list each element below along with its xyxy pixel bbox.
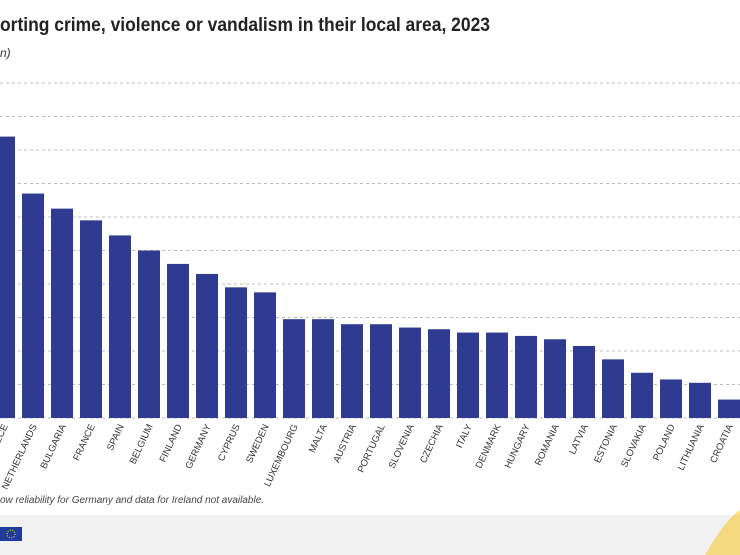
bar (573, 345, 595, 418)
bar (341, 324, 363, 418)
bar (312, 319, 334, 418)
x-tick-label: BULGARIA (38, 422, 69, 471)
eu-stars (6, 529, 16, 539)
corner-decoration (705, 510, 740, 555)
x-tick-label: FINLAND (158, 423, 185, 465)
chart-subtitle: n) (0, 46, 11, 60)
chart-title: orting crime, violence or vandalism in t… (0, 15, 490, 36)
x-tick-label: ITALY (454, 422, 475, 450)
x-tick-label: PORTUGAL (356, 423, 388, 475)
bar (0, 136, 15, 418)
bar (544, 339, 566, 418)
x-tick-label: CYPRUS (216, 423, 243, 464)
bar (631, 372, 653, 418)
footnote: ow reliability for Germany and data for … (0, 495, 264, 506)
bar (457, 332, 479, 418)
bar (80, 220, 102, 418)
x-tick-label: BELGIUM (128, 423, 156, 466)
bar (515, 335, 537, 418)
x-tick-label: SLOVAKIA (619, 422, 649, 469)
bar (399, 327, 421, 418)
bar (167, 263, 189, 418)
x-tick-label: LATVIA (567, 422, 591, 456)
x-tick-label: LITHUANIA (676, 422, 707, 472)
x-tick-label: GREECE (0, 423, 11, 464)
bar (689, 382, 711, 418)
bar (196, 273, 218, 418)
x-tick-label: POLAND (651, 423, 678, 463)
bar (138, 250, 160, 418)
x-tick-label: CROATIA (708, 422, 736, 465)
x-tick-label: DENMARK (474, 422, 504, 470)
bar (718, 399, 740, 418)
x-tick-label: SPAIN (105, 423, 127, 453)
bar (602, 359, 624, 418)
x-tick-label: ROMANIA (533, 422, 562, 467)
bar (22, 193, 44, 418)
x-tick-label: AUSTRIA (331, 422, 359, 465)
bar (660, 379, 682, 418)
bar (254, 292, 276, 418)
bar (109, 235, 131, 418)
bar (225, 287, 247, 418)
bar (428, 329, 450, 418)
x-tick-label: SWEDEN (244, 422, 272, 465)
x-tick-label: FRANCE (71, 423, 97, 463)
x-tick-label: HUNGARY (503, 422, 533, 470)
bar (370, 324, 392, 418)
bar (486, 332, 508, 418)
footer-band (0, 515, 740, 555)
x-tick-label: SLOVENIA (387, 422, 417, 470)
bar (283, 319, 305, 418)
x-tick-label: CZECHIA (418, 422, 446, 465)
x-tick-label: GERMANY (183, 422, 214, 471)
eu-flag (0, 527, 22, 541)
x-tick-label: MALTA (307, 422, 330, 455)
x-tick-label: ESTONIA (592, 422, 620, 465)
bar (51, 208, 73, 418)
